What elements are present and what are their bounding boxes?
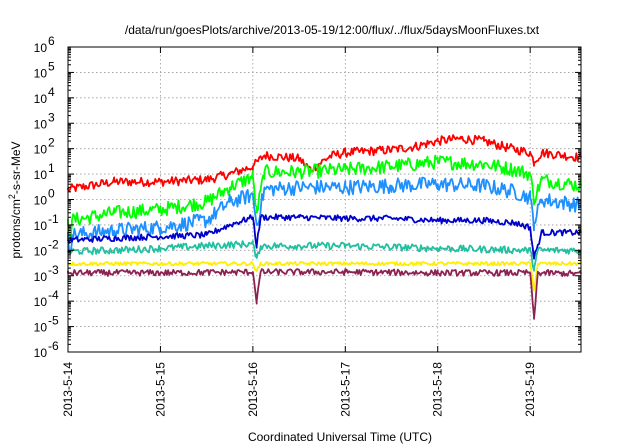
- y-tick-label-exponent: 2: [48, 136, 55, 150]
- x-tick-label: 2013-5-18: [431, 362, 445, 417]
- y-tick-label: 10: [34, 168, 48, 182]
- tick-layer: 10 -610 -510 -410 -310 -210 -110 010 110 210 310 41…: [34, 34, 581, 417]
- y-tick-label-exponent: 4: [48, 85, 55, 99]
- y-tick-label: 10: [34, 66, 48, 80]
- x-tick-label: 2013-5-14: [61, 362, 75, 417]
- x-tick-label: 2013-5-15: [153, 362, 167, 417]
- y-tick-label-exponent: 1: [48, 161, 55, 175]
- x-tick-label: 2013-5-17: [338, 362, 352, 417]
- y-tick-label: 10: [34, 41, 48, 55]
- y-tick-label-exponent: 5: [48, 59, 55, 73]
- y-tick-label: 10: [34, 244, 48, 258]
- y-tick-label: 10: [34, 219, 48, 233]
- x-tick-label: 2013-5-16: [246, 362, 260, 417]
- y-axis-label: protons/cm2-s-sr-MeV: [7, 141, 23, 258]
- x-axis-label: Coordinated Universal Time (UTC): [248, 430, 432, 444]
- y-tick-label-exponent: -2: [48, 237, 59, 251]
- chart-title: /data/run/goesPlots/archive/2013-05-19/1…: [125, 23, 540, 37]
- y-tick-label: 10: [34, 270, 48, 284]
- y-tick-label-exponent: 6: [48, 34, 55, 48]
- y-tick-label-exponent: -5: [48, 314, 59, 328]
- y-tick-label: 10: [34, 92, 48, 106]
- series-line-5: [67, 260, 582, 292]
- series-line-4: [67, 240, 582, 272]
- y-tick-label-exponent: -6: [48, 339, 59, 353]
- series-line-2: [67, 176, 582, 255]
- grid-layer: [68, 47, 581, 352]
- series-line-1: [67, 154, 582, 240]
- y-axis-label-text: protons/cm2-s-sr-MeV: [7, 141, 23, 258]
- y-tick-label-exponent: -4: [48, 288, 59, 302]
- y-tick-label: 10: [34, 346, 48, 360]
- y-tick-label-exponent: -1: [48, 212, 59, 226]
- series-line-6: [67, 268, 582, 320]
- x-tick-label: 2013-5-19: [523, 362, 537, 417]
- series-line-3: [67, 213, 582, 260]
- y-tick-label: 10: [34, 321, 48, 335]
- series-layer: [67, 134, 582, 320]
- y-tick-label-exponent: 0: [48, 187, 55, 201]
- y-tick-label-exponent: -3: [48, 263, 59, 277]
- y-tick-label: 10: [34, 194, 48, 208]
- y-tick-label: 10: [34, 143, 48, 157]
- y-tick-label: 10: [34, 117, 48, 131]
- series-line-0: [67, 134, 582, 192]
- y-tick-label: 10: [34, 295, 48, 309]
- y-tick-label-exponent: 3: [48, 110, 55, 124]
